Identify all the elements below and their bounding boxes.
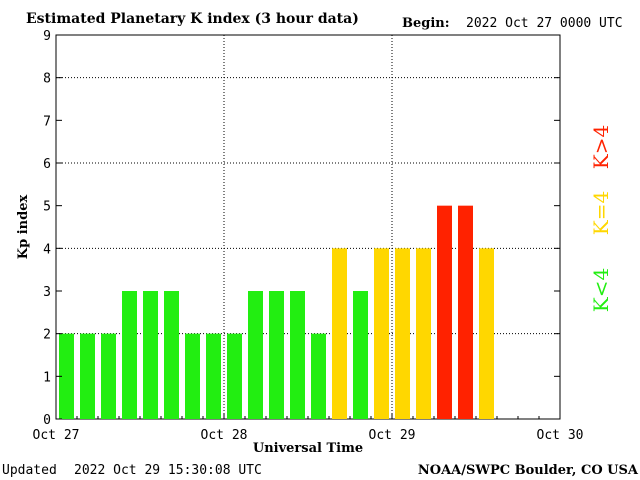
x-tick-labels: Oct 27 Oct 28 Oct 29 Oct 30 xyxy=(33,413,584,443)
credit-text: NOAA/SWPC Boulder, CO USA xyxy=(418,463,639,478)
kp-bar xyxy=(290,291,305,419)
y-tick-label: 1 xyxy=(43,370,51,385)
legend-equal-4: K=4 xyxy=(589,191,613,235)
kp-bar xyxy=(458,205,473,419)
updated-value: 2022 Oct 29 15:30:08 UTC xyxy=(74,463,262,478)
y-tick-label: 7 xyxy=(43,114,51,129)
kp-bar xyxy=(248,291,263,419)
kp-bar xyxy=(164,291,179,419)
y-tick-label: 4 xyxy=(43,242,51,257)
y-tick-labels: 0 1 2 3 4 5 6 7 8 9 xyxy=(43,29,560,428)
kp-bar xyxy=(143,291,158,419)
y-tick-label: 5 xyxy=(43,200,51,215)
x-tick-label: Oct 30 xyxy=(537,428,584,443)
kp-bar xyxy=(122,291,137,419)
x-tick-label: Oct 28 xyxy=(201,428,248,443)
kp-bar xyxy=(185,333,200,419)
plot-area xyxy=(55,34,561,420)
y-tick-label: 9 xyxy=(43,29,51,44)
begin-label: Begin: xyxy=(402,16,450,31)
y-axis-label: Kp index xyxy=(16,195,31,260)
kp-bar xyxy=(206,333,221,419)
kp-bar xyxy=(311,333,326,419)
kp-bar xyxy=(374,248,389,419)
y-tick-label: 6 xyxy=(43,157,51,172)
kp-bar xyxy=(437,205,452,419)
legend-above-4: K>4 xyxy=(589,125,613,169)
updated-label: Updated xyxy=(2,463,57,478)
kp-bar xyxy=(395,248,410,419)
kp-bar xyxy=(479,248,494,419)
grid-lines xyxy=(56,35,560,419)
x-tick-label: Oct 29 xyxy=(369,428,416,443)
kp-bar xyxy=(269,291,284,419)
x-tick-label: Oct 27 xyxy=(33,428,80,443)
y-tick-label: 8 xyxy=(43,72,51,87)
kp-bar xyxy=(353,291,368,419)
y-tick-label: 2 xyxy=(43,328,51,343)
y-tick-label: 0 xyxy=(43,413,51,428)
bars xyxy=(59,205,494,419)
kp-bar xyxy=(101,333,116,419)
kp-bar xyxy=(80,333,95,419)
kp-bar xyxy=(416,248,431,419)
kp-bar xyxy=(332,248,347,419)
y-tick-label: 3 xyxy=(43,285,51,300)
chart-title: Estimated Planetary K index (3 hour data… xyxy=(26,11,359,27)
begin-value: 2022 Oct 27 0000 UTC xyxy=(466,16,623,31)
kp-bar xyxy=(59,333,74,419)
kp-bar xyxy=(227,333,242,419)
legend-below-4: K<4 xyxy=(589,268,613,312)
x-axis-label: Universal Time xyxy=(253,441,363,456)
